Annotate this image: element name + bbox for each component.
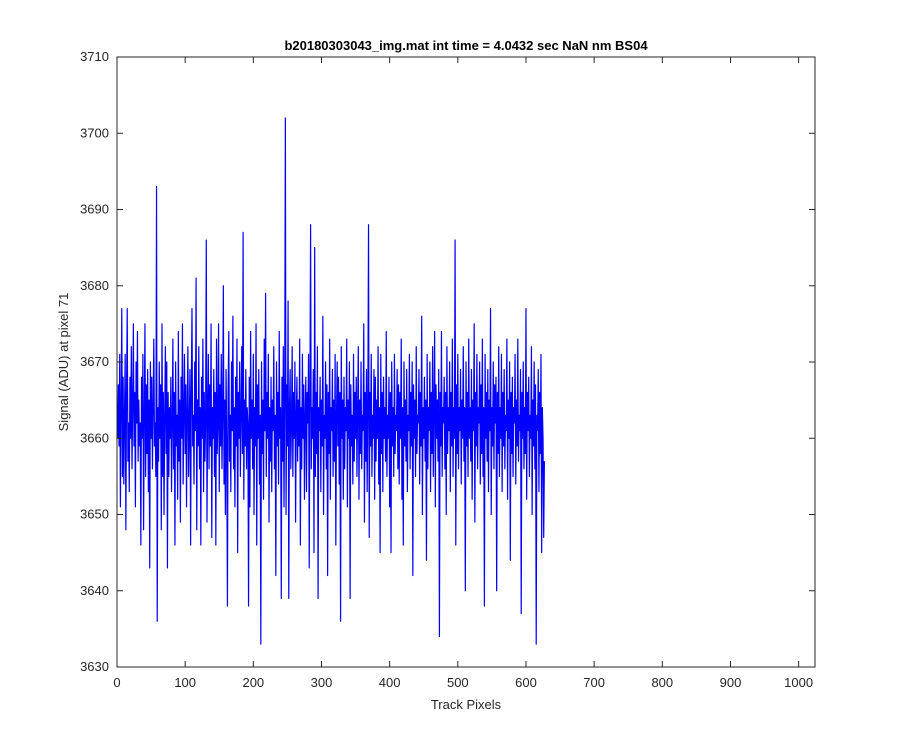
x-tick-label: 600 [515,675,537,690]
x-tick-label: 800 [651,675,673,690]
y-tick-label: 3710 [80,49,109,64]
x-tick-label: 900 [720,675,742,690]
x-tick-label: 500 [447,675,469,690]
series-line-group [117,117,545,645]
y-tick-label: 3670 [80,354,109,369]
x-tick-label: 100 [174,675,196,690]
y-tick-label: 3660 [80,430,109,445]
series-line-0 [117,117,545,645]
x-tick-label: 300 [311,675,333,690]
x-tick-label: 0 [113,675,120,690]
chart-title: b20180303043_img.mat int time = 4.0432 s… [284,38,648,53]
x-tick-label: 200 [242,675,264,690]
x-axis-ticks: 0 100 200 300 400 500 600 700 800 900 1000 [113,57,813,690]
y-tick-label: 3650 [80,507,109,522]
y-tick-label: 3700 [80,125,109,140]
y-tick-label: 3690 [80,202,109,217]
y-tick-label: 3630 [80,659,109,674]
x-tick-label: 700 [583,675,605,690]
y-tick-label: 3640 [80,583,109,598]
x-tick-label: 400 [379,675,401,690]
x-axis-label: Track Pixels [431,697,502,712]
x-tick-label: 1000 [784,675,813,690]
y-axis-label: Signal (ADU) at pixel 71 [56,293,71,432]
y-tick-label: 3680 [80,278,109,293]
y-axis-ticks: 3630 3640 3650 3660 3670 3680 3690 3700 3710 [80,49,815,674]
